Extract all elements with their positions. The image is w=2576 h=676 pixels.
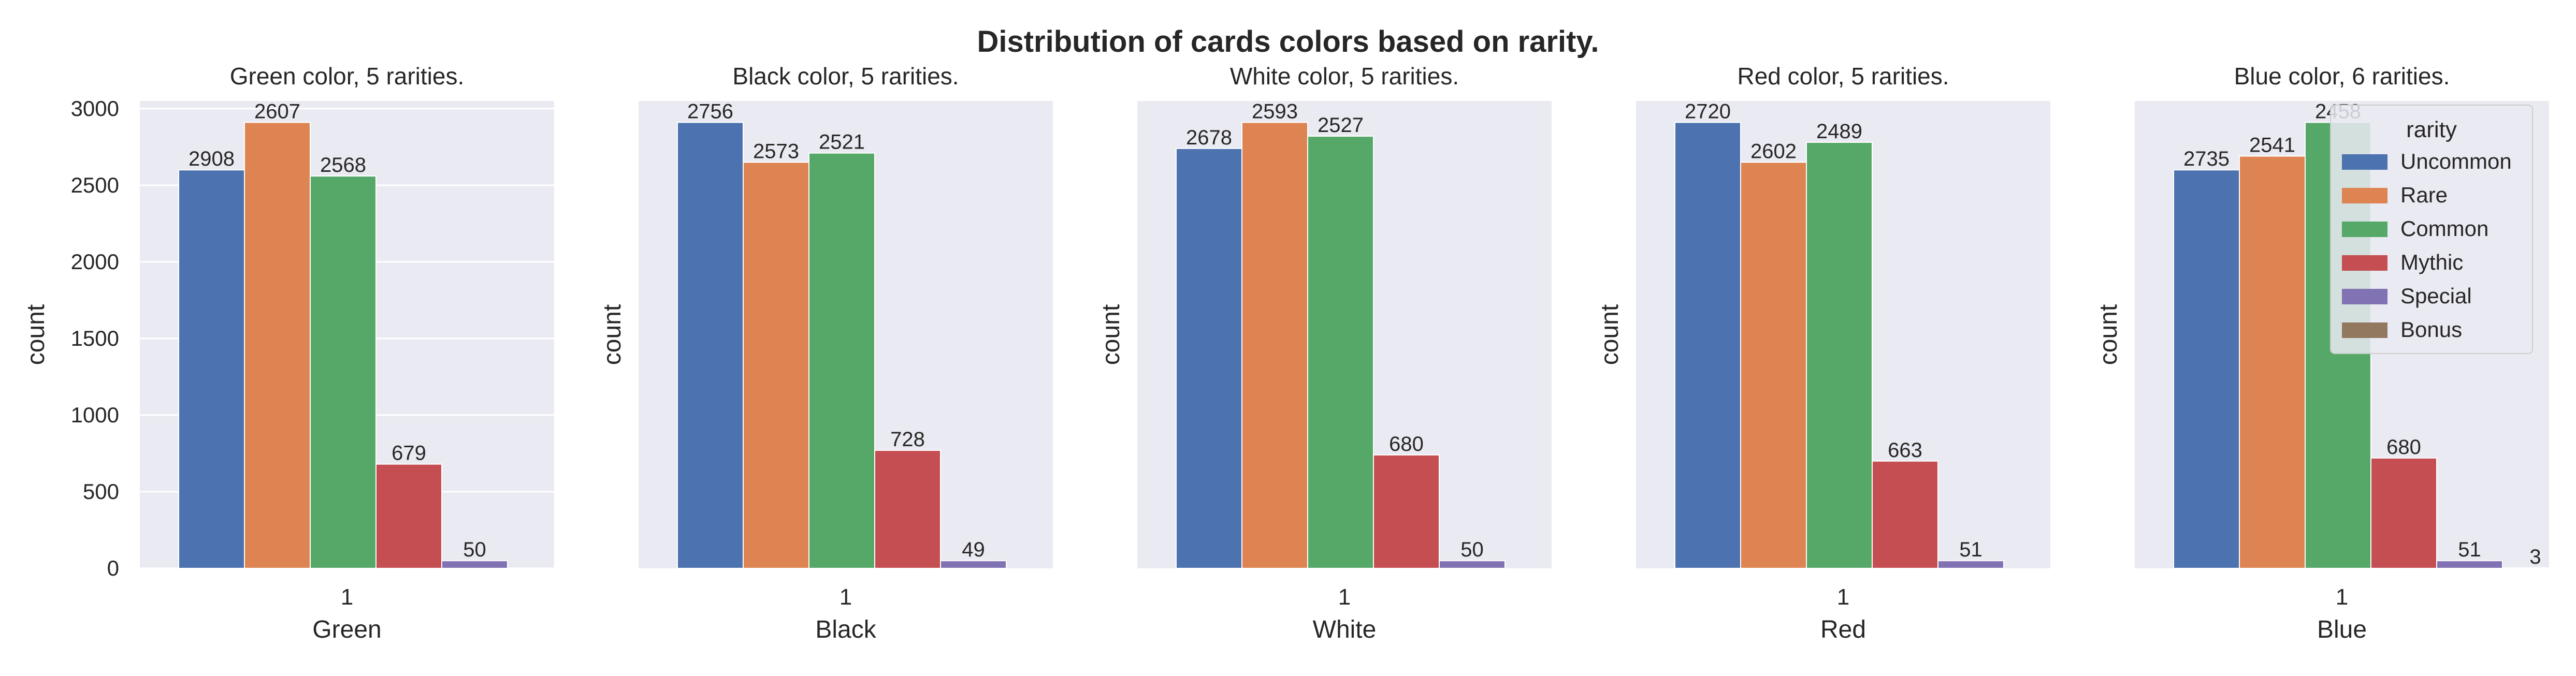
bar-special [1439, 560, 1506, 569]
y-tick-label: 0 [107, 556, 119, 580]
y-tick-label: 1000 [71, 403, 119, 427]
data-label: 51 [2458, 538, 2481, 561]
data-label: 680 [1389, 433, 1424, 455]
legend-swatch-bonus [2342, 322, 2387, 338]
data-label: 50 [463, 538, 486, 561]
data-label: 679 [392, 442, 426, 465]
chart-panel-3: 2678 2593 2527 680 50 White color, 5 rarities… [1097, 63, 1552, 643]
panel-title: Green color, 5 rarities. [230, 63, 465, 90]
legend-label-special: Special [2400, 284, 2472, 308]
y-tick-label: 1500 [71, 326, 119, 350]
y-tick-label: 500 [83, 479, 119, 504]
legend-title: rarity [2406, 117, 2457, 142]
bar-uncommon [1176, 148, 1242, 569]
bar-rare [743, 161, 809, 569]
bar-mythic [1872, 460, 1938, 569]
bar-special [1937, 560, 2004, 569]
x-axis-label: Black [815, 616, 876, 643]
legend-swatch-special [2342, 289, 2387, 304]
panel-title: White color, 5 rarities. [1230, 63, 1459, 90]
data-label: 663 [1888, 439, 1922, 462]
panel-title: Blue color, 6 rarities. [2234, 63, 2450, 90]
legend: rarity Uncommon Rare Common Mythic Special Bon… [2330, 105, 2533, 354]
data-label: 2593 [1252, 100, 1298, 123]
panel-title: Red color, 5 rarities. [1737, 63, 1949, 90]
x-axis-label: Red [1820, 616, 1866, 643]
y-axis-label: count [599, 304, 626, 365]
bar-mythic [375, 463, 442, 569]
chart-panel-1: 2908 2607 2568 679 50 Green color, 5 rarities… [22, 63, 554, 643]
data-label: 2573 [753, 140, 799, 163]
bar-rare [1241, 122, 1308, 569]
legend-label-common: Common [2400, 216, 2488, 241]
figure-title: Distribution of cards colors based on ra… [977, 25, 1599, 58]
data-label: 2541 [2249, 134, 2295, 157]
x-axis-label: Blue [2317, 616, 2367, 643]
data-label: 2568 [320, 154, 366, 177]
legend-swatch-mythic [2342, 255, 2387, 271]
y-axis-label: count [22, 304, 50, 365]
bar-mythic [874, 450, 941, 569]
data-label: 2489 [1816, 120, 1862, 143]
bar-uncommon [2173, 169, 2240, 569]
data-label: 2521 [819, 131, 865, 154]
y-axis-label: count [2095, 304, 2122, 365]
bar-special [441, 560, 508, 569]
data-label: 2607 [254, 100, 300, 123]
bar-mythic [1373, 454, 1440, 569]
bar-common [310, 175, 377, 569]
chart-panel-2: 2756 2573 2521 728 49 Black color, 5 rarities… [599, 63, 1053, 643]
bar-common [1307, 136, 1374, 569]
bar-uncommon [677, 122, 744, 569]
data-label: 728 [890, 428, 925, 451]
bar-mythic [2370, 457, 2437, 569]
x-axis-label: Green [312, 616, 381, 643]
x-tick-label: 1 [840, 584, 852, 610]
y-tick-label: 3000 [71, 96, 119, 121]
bar-uncommon [1674, 122, 1741, 569]
x-tick-label: 1 [1837, 584, 1849, 610]
data-label: 49 [962, 538, 985, 561]
x-tick-label: 1 [1338, 584, 1351, 610]
data-label: 2908 [189, 148, 235, 170]
panel-title: Black color, 5 rarities. [732, 63, 959, 90]
y-axis-label: count [1097, 304, 1125, 365]
legend-swatch-common [2342, 222, 2387, 237]
data-label: 2602 [1750, 140, 1797, 163]
y-tick-label: 2000 [71, 249, 119, 274]
bar-rare [1740, 161, 1807, 569]
bar-common [808, 152, 875, 569]
bar-uncommon [178, 169, 245, 569]
chart-panel-4: 2720 2602 2489 663 51 Red color, 5 rarities. 1… [1596, 63, 2050, 643]
legend-label-rare: Rare [2400, 183, 2448, 207]
x-tick-label: 1 [341, 584, 353, 610]
data-label: 51 [1959, 538, 1982, 561]
data-label: 3 [2529, 546, 2541, 568]
bar-special [940, 560, 1007, 569]
data-label: 50 [1460, 538, 1484, 561]
data-label: 2527 [1318, 114, 1364, 137]
bar-rare [244, 122, 311, 569]
data-label: 2678 [1186, 126, 1232, 149]
data-label: 2720 [1685, 100, 1731, 123]
legend-label-uncommon: Uncommon [2400, 149, 2512, 173]
bar-common [1806, 141, 1873, 569]
legend-swatch-uncommon [2342, 154, 2387, 170]
data-label: 2735 [2183, 148, 2230, 170]
bar-rare [2239, 155, 2306, 569]
legend-label-bonus: Bonus [2400, 317, 2462, 342]
y-axis-label: count [1596, 304, 1624, 365]
x-axis-label: White [1313, 616, 1377, 643]
data-label: 2756 [687, 100, 733, 123]
data-label: 680 [2386, 436, 2421, 459]
x-tick-label: 1 [2336, 584, 2348, 610]
legend-swatch-rare [2342, 188, 2387, 203]
bar-special [2436, 560, 2503, 569]
y-tick-label: 2500 [71, 173, 119, 197]
legend-label-mythic: Mythic [2400, 250, 2463, 274]
